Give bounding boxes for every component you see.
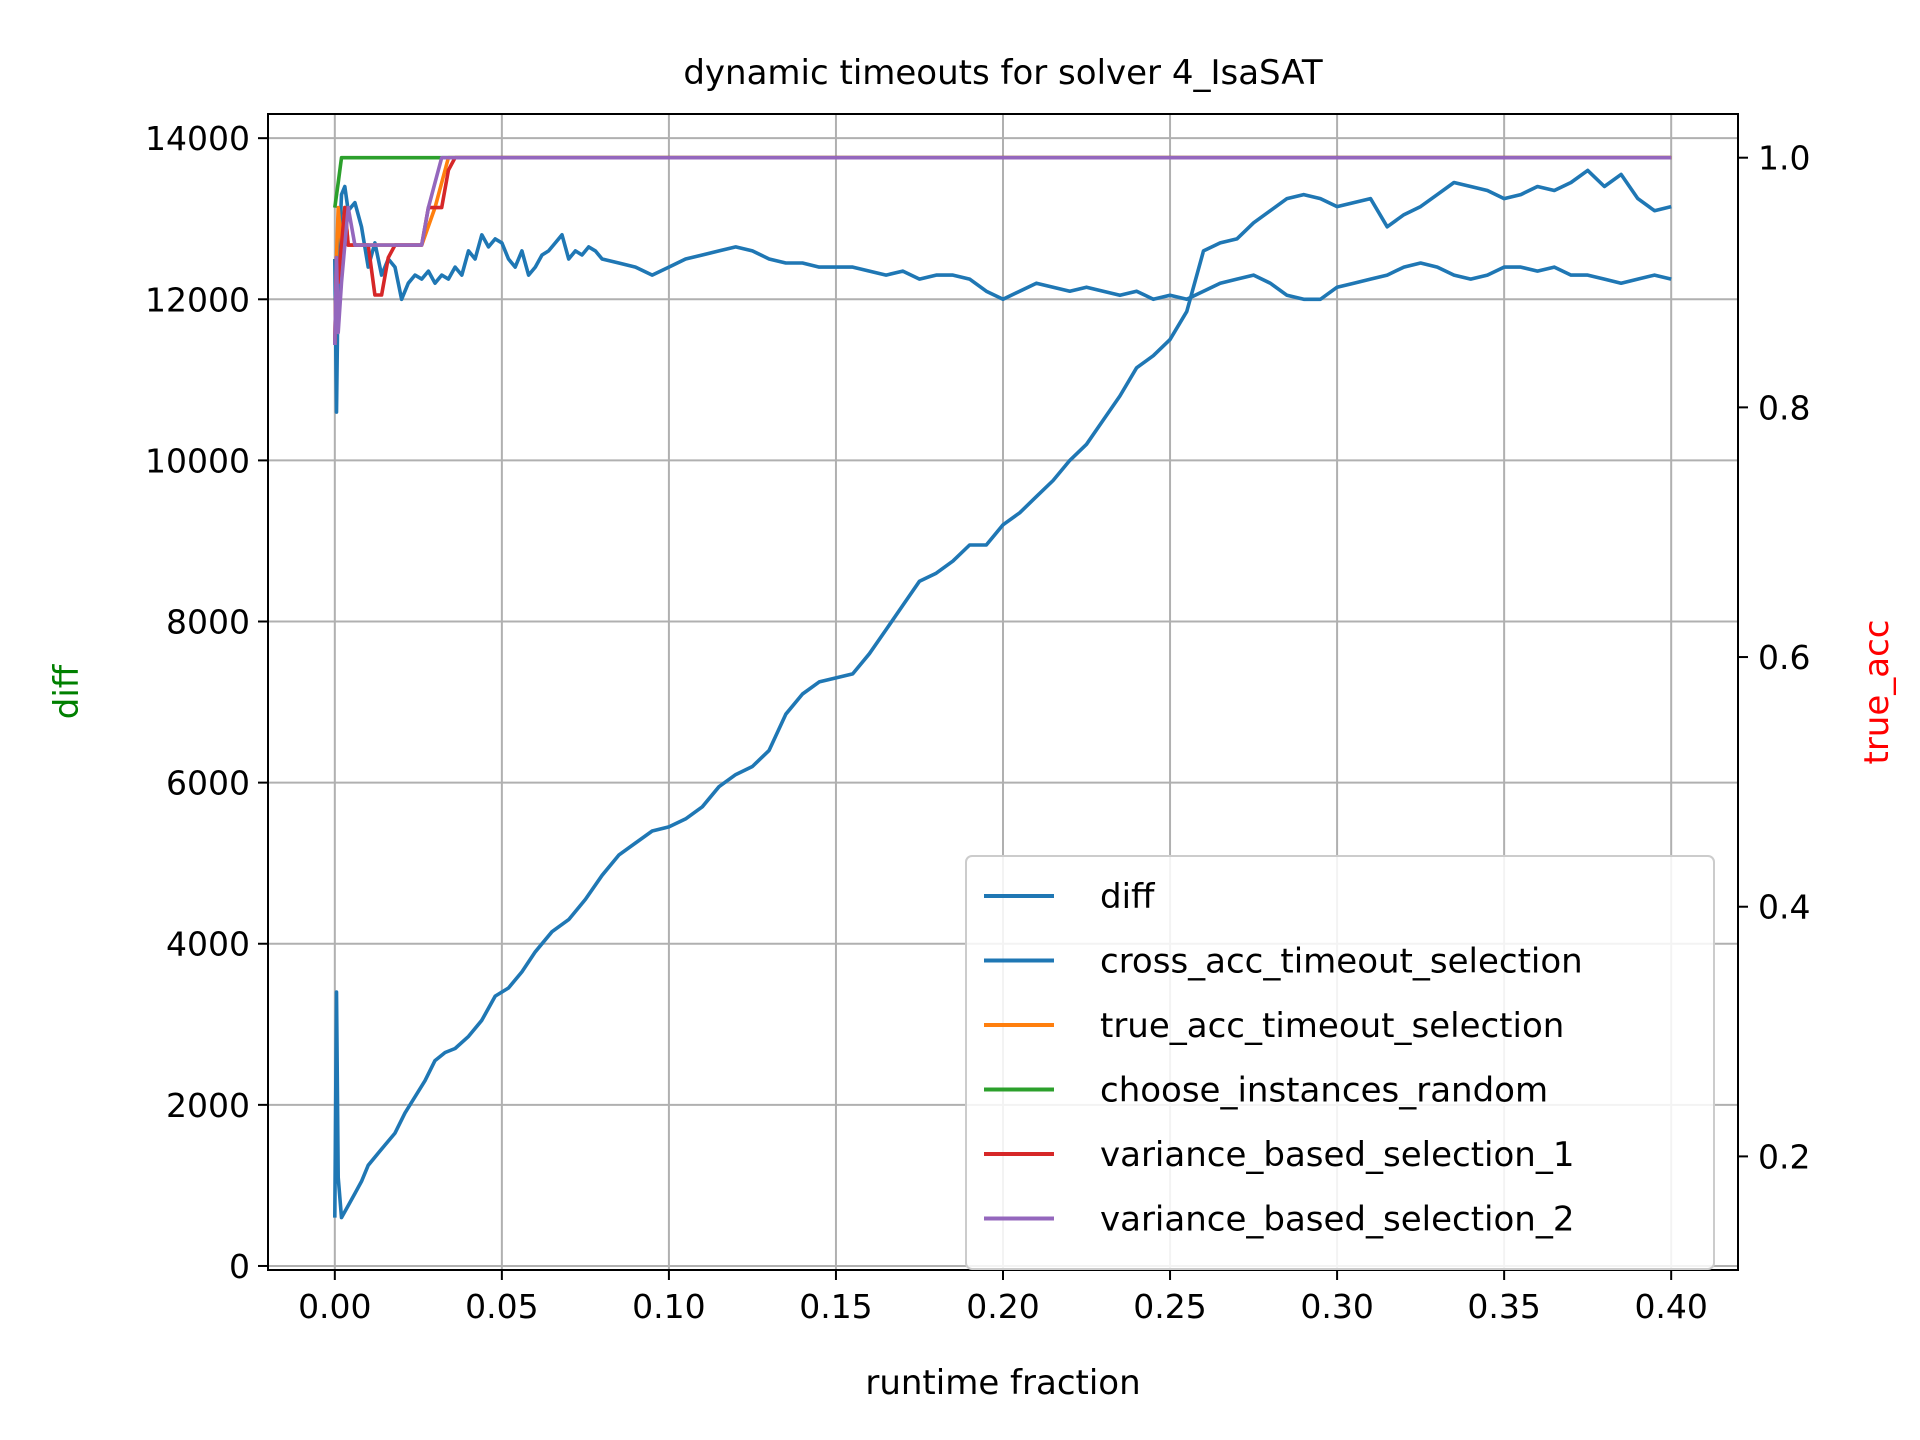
left-y-tick-label: 12000 — [145, 280, 250, 319]
x-tick-label: 0.05 — [465, 1287, 538, 1326]
legend-label: variance_based_selection_2 — [1100, 1200, 1574, 1240]
series-line-diff — [333, 168, 1672, 1220]
series-line-variance-based-selection-1 — [333, 155, 1672, 346]
right-y-axis-title: true_acc — [1857, 620, 1897, 765]
left-y-axis-title: diff — [47, 663, 87, 719]
legend: diff cross_acc_timeout_selection true_acc_… — [965, 855, 1715, 1270]
left-y-tick-label: 10000 — [145, 441, 250, 480]
left-y-axis-ticks: 0 2000 4000 6000 8000 10000 12000 14000 — [145, 119, 268, 1286]
x-tick-label: 0.35 — [1467, 1287, 1540, 1326]
x-tick-label: 0.15 — [799, 1287, 872, 1326]
series-line-cross-acc-timeout-selection — [333, 184, 1672, 414]
left-y-tick-label: 2000 — [166, 1086, 250, 1125]
series-line-variance-based-selection-2 — [333, 155, 1672, 346]
right-y-axis-ticks: 0.2 0.4 0.6 0.8 1.0 — [1738, 139, 1810, 1176]
x-axis-title: runtime fraction — [865, 1363, 1140, 1403]
left-y-tick-label: 0 — [229, 1247, 250, 1286]
right-y-tick-label: 0.4 — [1758, 888, 1810, 927]
right-y-tick-label: 1.0 — [1758, 139, 1810, 178]
x-tick-label: 0.20 — [966, 1287, 1039, 1326]
left-y-tick-label: 14000 — [145, 119, 250, 158]
legend-label: diff — [1100, 877, 1156, 917]
x-tick-label: 0.25 — [1133, 1287, 1206, 1326]
left-y-tick-label: 8000 — [166, 603, 250, 642]
x-tick-label: 0.00 — [298, 1287, 371, 1326]
right-y-tick-label: 0.8 — [1758, 388, 1810, 427]
legend-label: choose_instances_random — [1100, 1071, 1548, 1111]
legend-box — [965, 855, 1715, 1270]
series-lines — [333, 155, 1672, 1220]
left-y-tick-label: 4000 — [166, 925, 250, 964]
chart-title: dynamic timeouts for solver 4_IsaSAT — [683, 53, 1323, 93]
x-tick-label: 0.10 — [632, 1287, 705, 1326]
x-axis-ticks: 0.00 0.05 0.10 0.15 0.20 0.25 0.30 0.35 0.40 — [298, 1270, 1708, 1326]
x-tick-label: 0.30 — [1300, 1287, 1373, 1326]
x-tick-label: 0.40 — [1634, 1287, 1707, 1326]
legend-label: true_acc_timeout_selection — [1100, 1006, 1564, 1046]
right-y-tick-label: 0.2 — [1758, 1137, 1810, 1176]
left-y-tick-label: 6000 — [166, 764, 250, 803]
legend-label: variance_based_selection_1 — [1100, 1135, 1574, 1175]
legend-label: cross_acc_timeout_selection — [1100, 942, 1583, 982]
right-y-tick-label: 0.6 — [1758, 638, 1810, 677]
